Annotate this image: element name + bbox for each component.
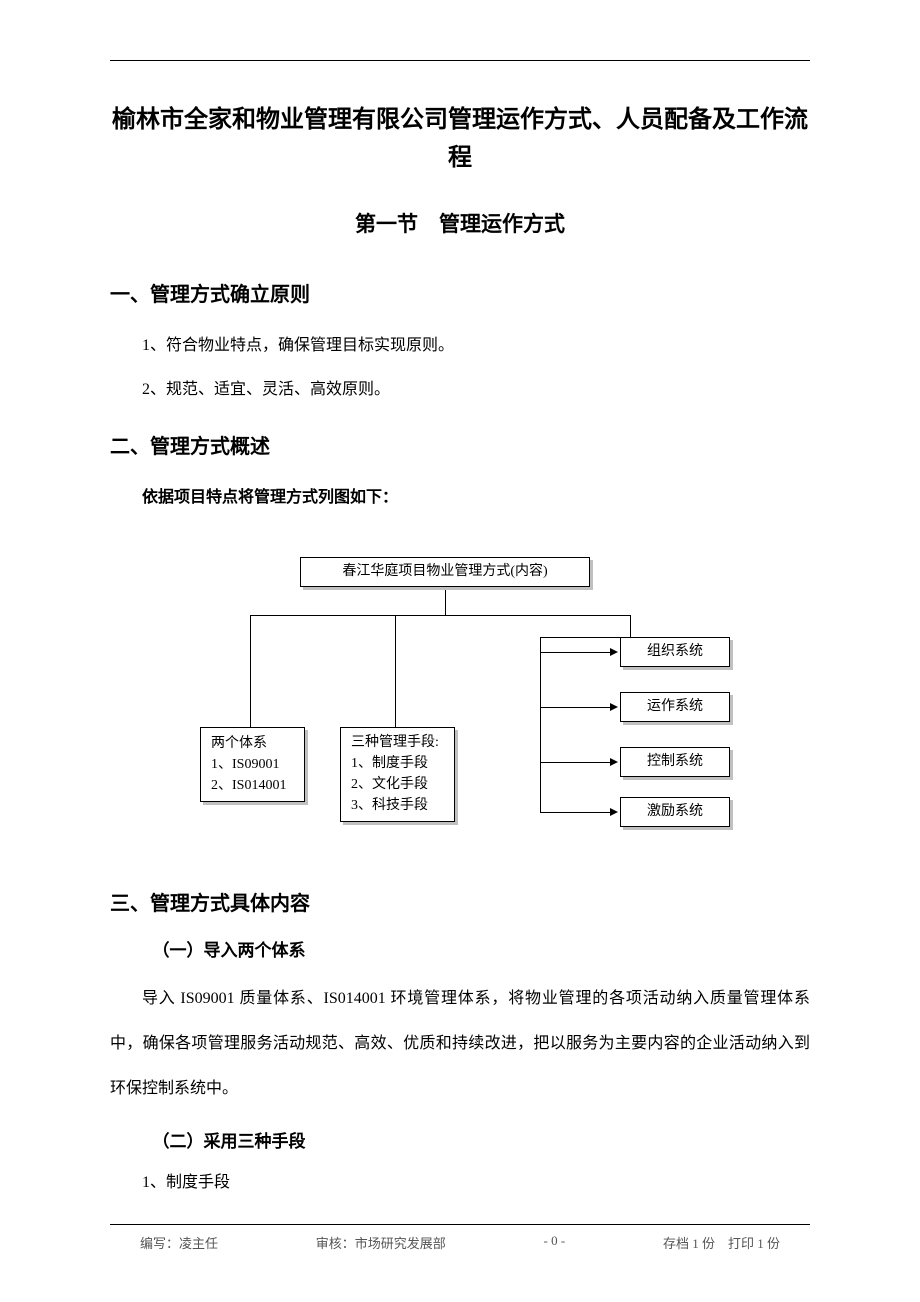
main-title: 榆林市全家和物业管理有限公司管理运作方式、人员配备及工作流程: [110, 101, 810, 178]
diagram-top-box: 春江华庭项目物业管理方式(内容): [300, 557, 590, 587]
arrow-3-line: [540, 762, 612, 763]
top-rule: [110, 60, 810, 61]
h3-subsection-2: （二）采用三种手段: [110, 1127, 810, 1152]
vline-col1: [250, 615, 251, 727]
para-1: 1、符合物业特点，确保管理目标实现原则。: [110, 327, 810, 365]
h2-details: 三、管理方式具体内容: [110, 887, 810, 916]
management-diagram: 春江华庭项目物业管理方式(内容) 两个体系 1、IS09001 2、IS0140…: [180, 557, 740, 857]
page: 榆林市全家和物业管理有限公司管理运作方式、人员配备及工作流程 第一节 管理运作方…: [0, 0, 920, 1246]
sys-box-2: 运作系统: [620, 692, 730, 722]
arrow-3-head: [610, 758, 618, 766]
h4-item-1: 1、制度手段: [110, 1168, 810, 1192]
sys-box-1: 组织系统: [620, 637, 730, 667]
diagram-left-box: 两个体系 1、IS09001 2、IS014001: [200, 727, 305, 802]
arrow-2-line: [540, 707, 612, 708]
h2-principles: 一、管理方式确立原则: [110, 278, 810, 307]
footer-author: 编写：凌主任: [140, 1233, 218, 1252]
mid-line-2: 1、制度手段: [351, 753, 444, 774]
left-line-3: 2、IS014001: [211, 775, 294, 796]
vline-top: [445, 590, 446, 615]
hline-right-top: [540, 637, 630, 638]
vline-col3: [630, 615, 631, 637]
vline-right-dist: [540, 637, 541, 812]
arrow-4-line: [540, 812, 612, 813]
arrow-1-line: [540, 652, 612, 653]
sys-box-3: 控制系统: [620, 747, 730, 777]
page-number: - 0 -: [544, 1233, 566, 1252]
arrow-4-head: [610, 808, 618, 816]
footer-rule: [110, 1224, 810, 1225]
footer-reviewer: 审核：市场研究发展部: [316, 1233, 446, 1252]
diagram-mid-box: 三种管理手段: 1、制度手段 2、文化手段 3、科技手段: [340, 727, 455, 822]
para-2: 2、规范、适宜、灵活、高效原则。: [110, 371, 810, 409]
arrow-1-head: [610, 648, 618, 656]
left-line-2: 1、IS09001: [211, 754, 294, 775]
footer-archive: 存档 1 份 打印 1 份: [663, 1233, 780, 1252]
h3-subsection-1: （一）导入两个体系: [110, 936, 810, 961]
section-title: 第一节 管理运作方式: [110, 208, 810, 238]
mid-line-1: 三种管理手段:: [351, 732, 444, 753]
para-3: 依据项目特点将管理方式列图如下：: [110, 479, 810, 517]
vline-col2: [395, 615, 396, 727]
left-line-1: 两个体系: [211, 733, 294, 754]
body-1: 导入 IS09001 质量体系、IS014001 环境管理体系，将物业管理的各项…: [110, 977, 810, 1111]
hline-main: [250, 615, 630, 616]
mid-line-3: 2、文化手段: [351, 774, 444, 795]
footer-row: 编写：凌主任 审核：市场研究发展部 - 0 - 存档 1 份 打印 1 份: [110, 1233, 810, 1252]
page-footer: 编写：凌主任 审核：市场研究发展部 - 0 - 存档 1 份 打印 1 份: [110, 1224, 810, 1252]
arrow-2-head: [610, 703, 618, 711]
sys-box-4: 激励系统: [620, 797, 730, 827]
mid-line-4: 3、科技手段: [351, 795, 444, 816]
h2-overview: 二、管理方式概述: [110, 430, 810, 459]
